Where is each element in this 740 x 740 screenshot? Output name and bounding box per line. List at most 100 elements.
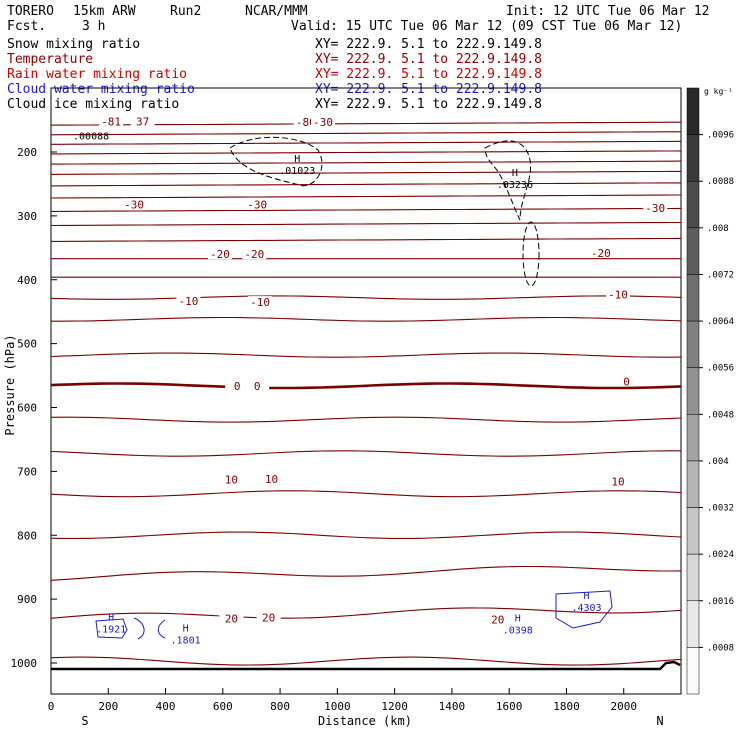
contour-label: -10	[608, 288, 628, 301]
colorbar-label: .0016	[707, 597, 734, 607]
model-org: NCAR/MMM	[245, 4, 308, 19]
contour-label-bg	[614, 375, 639, 387]
terrain-line	[51, 660, 681, 671]
contour-label-bg	[485, 613, 510, 625]
endpoint-right: N	[656, 714, 663, 728]
model-resolution: 15km ARW	[73, 4, 136, 19]
contour-label-bg	[606, 475, 630, 487]
legend: Snow mixing ratio XY= 222.9. 5.1 to 222.9…	[7, 37, 542, 112]
contour-label: 10	[611, 476, 624, 489]
contour-label: -81	[101, 115, 121, 128]
contour-label-bg	[256, 611, 281, 623]
contour-label: -10	[179, 295, 199, 308]
fcst-label: Fcst.	[7, 19, 46, 34]
colorbar-swatch	[686, 227, 700, 275]
contour-label: 0	[234, 380, 241, 393]
colorbar-label: .004	[707, 457, 729, 467]
colorbar-swatch	[686, 460, 700, 508]
colorbar-swatch	[686, 367, 700, 415]
isotherm-line	[50, 656, 682, 666]
colorbar: .0096 .0088 .008 .0072 .0064 .0056 .0048 .004 .0…	[686, 87, 734, 695]
legend-range: XY= 222.9. 5.1 to 222.9.149.8	[315, 97, 542, 112]
isotherm-line	[50, 131, 681, 136]
x-tick-label: 0	[48, 700, 55, 713]
extremum-symbol: H	[583, 591, 589, 602]
cloud-water-contour	[95, 618, 128, 639]
colorbar-swatch	[686, 414, 700, 462]
isotherm-line	[51, 237, 682, 242]
isotherm-line	[50, 182, 681, 187]
contour-label-bg	[245, 379, 270, 391]
contour-label-bg	[219, 473, 244, 485]
contour-label: -30	[124, 198, 144, 211]
colorbar-label: .0056	[707, 364, 734, 374]
legend-name: Cloud ice mixing ratio	[7, 97, 179, 112]
isotherm-line	[50, 194, 681, 199]
colorbar-label: .0072	[707, 270, 734, 280]
valid-time: Valid: 15 UTC Tue 06 Mar 12 (09 CST Tue …	[291, 19, 682, 34]
isotherm-line	[50, 416, 682, 423]
contour-label-bg	[259, 473, 284, 485]
legend-range: XY= 222.9. 5.1 to 222.9.149.8	[315, 82, 542, 97]
plot-frame	[50, 87, 682, 695]
cloud-water-contour	[555, 590, 613, 629]
colorbar-swatch	[686, 180, 700, 229]
x-axis-title: Distance (km)	[318, 714, 412, 728]
extremum-value: .03236	[497, 180, 533, 191]
y-tick-label: 900	[17, 593, 37, 606]
header: TORERO 15km ARW Run2 NCAR/MMM Init: 12 U…	[7, 4, 710, 34]
contour-label-bg	[293, 115, 318, 127]
y-tick-label: 1000	[11, 657, 38, 670]
contour-label-bg	[248, 296, 273, 308]
legend-range: XY= 222.9. 5.1 to 222.9.149.8	[315, 37, 542, 52]
init-time: Init: 12 UTC Tue 06 Mar 12	[506, 4, 710, 19]
y-tick-label: 500	[17, 338, 37, 351]
colorbar-swatch	[686, 320, 700, 368]
contour-label-bg	[606, 288, 630, 300]
contour-label: 20	[225, 612, 238, 625]
isotherm-line	[50, 531, 682, 539]
colorbar-label: .0032	[707, 504, 734, 514]
extremum-value: .4303	[571, 603, 601, 614]
y-tick-label: 200	[17, 146, 37, 159]
legend-name: Temperature	[7, 52, 93, 67]
contour-label: 20	[262, 612, 275, 625]
isotherm-line	[51, 150, 682, 155]
isotherm-line	[50, 121, 681, 126]
contour-label: -30	[645, 202, 665, 215]
fcst-value: 3 h	[82, 19, 105, 34]
colorbar-label: .0088	[707, 177, 734, 187]
contour-label: 10	[265, 473, 278, 486]
contour-label: 0	[623, 375, 630, 388]
y-axis-title: Pressure (hPa)	[3, 334, 17, 435]
contour-label: -30	[247, 198, 267, 211]
x-tick-label: 1400	[439, 700, 466, 713]
cloud-water-contour	[133, 617, 145, 640]
x-tick-label: 1200	[381, 700, 408, 713]
colorbar-unit: g kg⁻¹	[704, 87, 733, 96]
y-tick-label: 700	[17, 465, 37, 478]
contour-label-bg	[588, 246, 613, 258]
isotherm-line	[51, 316, 682, 322]
contour-label: 10	[225, 474, 238, 487]
extremum-value: .00088	[73, 132, 109, 143]
contour-label-bg	[176, 294, 201, 306]
model-run: Run2	[170, 4, 201, 19]
extremum-symbol: H	[294, 154, 300, 165]
contour-label-bg	[225, 379, 250, 391]
colorbar-label: .0064	[707, 317, 734, 327]
contour-label-bg	[130, 115, 155, 127]
contour-label: -10	[250, 296, 270, 309]
isotherm-line	[50, 382, 682, 390]
contour-label: -80	[296, 116, 316, 129]
legend-range: XY= 222.9. 5.1 to 222.9.149.8	[315, 67, 542, 82]
isotherm-line	[50, 565, 682, 581]
x-tick-label: 1000	[324, 700, 351, 713]
isotherm-line	[50, 450, 681, 457]
x-tick-label: 1600	[496, 700, 523, 713]
colorbar-label: .0008	[707, 643, 734, 653]
cloud-contours	[95, 136, 613, 640]
legend-name: Cloud water mixing ratio	[7, 82, 195, 97]
